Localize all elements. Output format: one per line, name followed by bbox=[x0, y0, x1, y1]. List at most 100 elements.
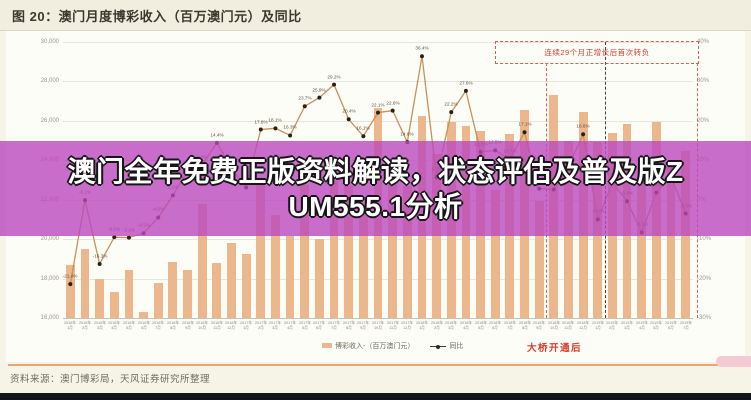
yoy-point bbox=[522, 130, 527, 135]
revenue-bar bbox=[432, 154, 441, 318]
x-axis-tick: 2016年 9月 bbox=[181, 321, 194, 331]
revenue-bar bbox=[212, 263, 222, 318]
x-axis-tick: 2018年 12月 bbox=[577, 321, 590, 331]
y-axis-left-tick: 20,000 bbox=[40, 236, 59, 243]
decoration-pill bbox=[716, 356, 751, 367]
yoy-point-label: 23.7% bbox=[298, 96, 312, 102]
x-axis-tick: 2018年 4月 bbox=[459, 321, 472, 331]
x-axis-tick: 2016年 11月 bbox=[210, 321, 223, 331]
legend-line-label: 同比 bbox=[449, 343, 464, 350]
watermark-overlay: 澳门全年免费正版资料解读，状态评估及普及版Z UM555.1分析 bbox=[0, 141, 751, 236]
yoy-point bbox=[361, 134, 366, 139]
revenue-bar bbox=[124, 269, 134, 318]
revenue-bar bbox=[344, 186, 354, 318]
x-axis-tick: 2017年 9月 bbox=[357, 321, 370, 331]
x-axis-tick: 2018年 5月 bbox=[474, 321, 487, 331]
x-axis-tick: 2016年 1月 bbox=[64, 321, 77, 331]
y-axis-right-tick: -10% bbox=[697, 236, 712, 243]
revenue-bar bbox=[637, 168, 647, 318]
yoy-point bbox=[581, 132, 586, 137]
revenue-bar bbox=[65, 265, 75, 318]
y-axis-right-tick: -20% bbox=[697, 275, 712, 282]
x-axis-tick: 2018年 8月 bbox=[518, 321, 531, 331]
revenue-bar bbox=[197, 203, 207, 318]
yoy-point bbox=[419, 54, 424, 59]
revenue-bar bbox=[315, 239, 324, 318]
x-axis-tick: 2016年 6月 bbox=[137, 321, 150, 331]
yoy-point-label: 22.1% bbox=[371, 102, 385, 108]
x-axis-tick: 2017年 6月 bbox=[313, 321, 326, 331]
yoy-point-label: -16.3% bbox=[92, 254, 108, 259]
x-axis-tick: 2017年 11月 bbox=[386, 321, 399, 331]
yoy-point-label: 16.3% bbox=[283, 125, 297, 131]
yoy-point-label: 36.4% bbox=[415, 46, 429, 52]
yoy-point-label: 14.4% bbox=[210, 133, 224, 138]
x-axis-tick: 2017年 1月 bbox=[240, 321, 253, 331]
x-axis-line bbox=[63, 318, 693, 319]
yoy-point-label: 17.1% bbox=[517, 122, 532, 128]
watermark-line2: UM555.1分析 bbox=[288, 190, 463, 222]
x-axis-tick: 2019年 5月 bbox=[650, 321, 663, 331]
yoy-point bbox=[97, 261, 102, 266]
x-axis-tick: 2016年 10月 bbox=[196, 321, 209, 331]
yoy-point bbox=[126, 235, 131, 240]
x-axis-tick: 2017年 12月 bbox=[401, 321, 414, 331]
yoy-point bbox=[258, 127, 263, 132]
x-axis-tick: 2016年 5月 bbox=[122, 321, 135, 331]
bottom-bar bbox=[0, 393, 751, 400]
x-axis-tick: 2016年 8月 bbox=[166, 321, 179, 331]
revenue-bar bbox=[490, 190, 500, 318]
y-axis-left-tick: 30,000 bbox=[40, 39, 59, 45]
y-axis-left-tick: 16,000 bbox=[40, 315, 59, 321]
bridge-note: 大桥开通后 bbox=[527, 343, 583, 354]
revenue-bar bbox=[227, 242, 236, 318]
x-axis-tick: 2017年 2月 bbox=[254, 321, 267, 331]
gridline bbox=[63, 81, 693, 83]
x-axis-tick: 2019年 7月 bbox=[679, 321, 692, 331]
y-axis-left-tick: 26,000 bbox=[40, 117, 59, 124]
legend-line-item: 同比 bbox=[430, 341, 463, 351]
y-axis-right-tick: 40% bbox=[697, 39, 710, 45]
yoy-point bbox=[317, 95, 322, 100]
x-axis-tick: 2018年 11月 bbox=[562, 321, 575, 331]
x-axis-tick: 2018年 2月 bbox=[430, 321, 443, 331]
yoy-point bbox=[449, 110, 454, 115]
legend-bar-label: 博彩收入-（百万澳门元） bbox=[335, 343, 415, 350]
x-axis-tick: 2017年 3月 bbox=[269, 321, 282, 331]
yoy-point-label: 16.6% bbox=[576, 124, 590, 130]
revenue-bar bbox=[183, 269, 192, 318]
revenue-bar bbox=[153, 283, 163, 318]
revenue-bar bbox=[358, 211, 368, 318]
x-axis-tick: 2016年 12月 bbox=[225, 321, 238, 331]
yoy-point bbox=[302, 104, 307, 109]
revenue-bar bbox=[534, 200, 544, 318]
yoy-point-label: 22.6% bbox=[385, 100, 400, 106]
yoy-point bbox=[288, 133, 293, 138]
x-axis-tick: 2016年 2月 bbox=[78, 321, 91, 331]
line-marker-icon bbox=[430, 344, 447, 349]
yoy-point-label: 20.4% bbox=[342, 109, 356, 115]
yoy-point-label: 16.1% bbox=[356, 126, 370, 132]
y-axis-left-tick: 18,000 bbox=[40, 275, 59, 282]
gridline bbox=[63, 42, 693, 43]
yoy-point bbox=[68, 282, 73, 287]
revenue-bar bbox=[139, 312, 148, 318]
yoy-point bbox=[332, 82, 337, 87]
yoy-point bbox=[273, 126, 278, 131]
annotation-box: 连续29个月正增长后首次转负 bbox=[495, 41, 699, 64]
x-axis-tick: 2017年 5月 bbox=[298, 321, 311, 331]
revenue-bar bbox=[329, 180, 339, 318]
revenue-bar bbox=[271, 214, 280, 318]
yoy-point bbox=[390, 108, 395, 113]
y-axis-right-tick: -30% bbox=[697, 315, 712, 321]
yoy-point bbox=[376, 110, 380, 115]
yoy-point bbox=[463, 88, 468, 93]
revenue-bar bbox=[168, 262, 178, 318]
x-axis-tick: 2016年 7月 bbox=[152, 321, 165, 331]
yoy-point bbox=[112, 235, 117, 240]
annotation-streak-text: 连续29个月正增长后首次转负 bbox=[544, 48, 650, 57]
revenue-bar bbox=[256, 180, 266, 318]
revenue-bar bbox=[80, 248, 90, 318]
x-axis-tick: 2016年 3月 bbox=[93, 321, 106, 331]
x-axis-tick: 2018年 3月 bbox=[445, 321, 458, 331]
